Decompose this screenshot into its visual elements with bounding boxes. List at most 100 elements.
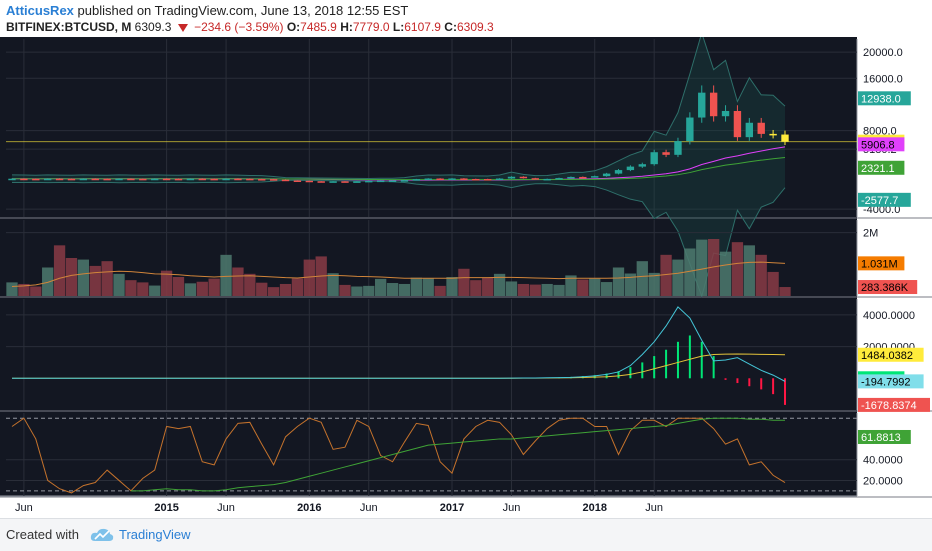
volume-bar xyxy=(149,286,160,296)
high-value: 7779.0 xyxy=(353,20,390,34)
macd-histogram-bar xyxy=(653,356,655,378)
candle-body xyxy=(139,179,146,181)
candle-body xyxy=(294,180,301,182)
candle-body xyxy=(377,181,384,183)
volume-bar xyxy=(637,261,648,296)
volume-bar xyxy=(244,274,255,296)
x-tick-label: Jun xyxy=(503,502,521,514)
candle-body xyxy=(567,177,574,179)
candle-body xyxy=(698,93,705,118)
candle-body xyxy=(413,179,420,181)
macd-histogram-bar xyxy=(629,367,631,378)
volume-bar xyxy=(446,277,457,296)
volume-bar xyxy=(90,266,101,296)
candle-body xyxy=(175,179,182,181)
volume-bar xyxy=(696,240,707,296)
y-tick-label: 20000.0 xyxy=(863,47,903,59)
volume-bar xyxy=(470,280,481,296)
candle-body xyxy=(532,178,539,180)
high-label: H: xyxy=(340,20,353,34)
open-value: 7485.9 xyxy=(300,20,337,34)
candle-body xyxy=(68,179,75,181)
y-tick-label: 20.0000 xyxy=(863,475,903,487)
x-tick-label: Jun xyxy=(15,502,33,514)
x-tick-label: 2018 xyxy=(582,502,606,514)
candle-body xyxy=(318,181,325,183)
candle-body xyxy=(543,179,550,181)
candle-body xyxy=(187,179,194,181)
volume-bar xyxy=(506,281,517,296)
created-with-text: Created with xyxy=(6,527,79,542)
volume-bar xyxy=(577,280,588,296)
value-badge-label: 61.8813 xyxy=(861,432,901,444)
candle-body xyxy=(650,152,657,164)
candle-body xyxy=(591,176,598,178)
volume-bar xyxy=(399,284,410,296)
chart-header: AtticusRex published on TradingView.com,… xyxy=(6,3,408,18)
candle-body xyxy=(448,178,455,180)
macd-histogram-bar xyxy=(736,378,738,383)
volume-bar xyxy=(209,279,220,296)
macd-histogram-bar xyxy=(772,378,774,394)
low-value: 6107.9 xyxy=(404,20,441,34)
volume-bar xyxy=(542,284,553,296)
volume-bar xyxy=(42,268,53,297)
low-label: L: xyxy=(393,20,404,34)
volume-bar xyxy=(720,252,731,296)
published-text: published on TradingView.com, June 13, 2… xyxy=(78,3,409,18)
macd-histogram-bar xyxy=(784,378,786,405)
macd-histogram-bar xyxy=(760,378,762,389)
author-link[interactable]: AtticusRex xyxy=(6,3,74,18)
candle-body xyxy=(222,179,229,181)
symbol-row: BITFINEX:BTCUSD, M 6309.3 −234.6 (−3.59%… xyxy=(6,20,494,34)
volume-bar xyxy=(589,279,600,296)
value-badge-label: 12938.0 xyxy=(861,93,901,105)
trading-chart[interactable]: 20000.016000.08000.05180.2-4000.012938.0… xyxy=(0,37,932,518)
volume-bar xyxy=(137,282,148,296)
value-badge-label: 2321.1 xyxy=(861,163,895,175)
candle-body xyxy=(163,179,170,181)
candle-body xyxy=(246,179,253,181)
candle-body xyxy=(662,152,669,155)
symbol-label: BITFINEX:BTCUSD, M xyxy=(6,20,131,34)
volume-bar xyxy=(423,278,434,296)
footer: Created with TradingView xyxy=(0,518,932,551)
volume-bar xyxy=(518,284,529,296)
volume-bar xyxy=(101,261,112,296)
candle-body xyxy=(496,179,503,181)
volume-bar xyxy=(779,287,790,296)
volume-bar xyxy=(434,286,445,296)
x-tick-label: Jun xyxy=(645,502,663,514)
value-badge-label: 1484.0382 xyxy=(861,350,913,362)
candle-body xyxy=(32,179,39,181)
candle-body xyxy=(56,179,63,181)
price-change: −234.6 (−3.59%) xyxy=(194,20,283,34)
candle-body xyxy=(365,181,372,183)
value-badge-label: 5906.8 xyxy=(861,139,895,151)
candle-body xyxy=(151,179,158,181)
candle-body xyxy=(210,179,217,181)
candle-body xyxy=(758,123,765,134)
candle-body xyxy=(234,179,241,181)
macd-histogram-bar xyxy=(748,378,750,386)
close-value: 6309.3 xyxy=(457,20,494,34)
volume-bar xyxy=(54,245,65,296)
volume-bar xyxy=(292,278,303,296)
volume-bar xyxy=(553,285,564,296)
volume-bar xyxy=(744,245,755,296)
candle-body xyxy=(710,93,717,117)
volume-bar xyxy=(756,255,767,296)
volume-bar xyxy=(125,280,136,296)
candle-body xyxy=(627,167,634,170)
volume-bar xyxy=(268,287,279,296)
volume-bar xyxy=(30,287,41,297)
volume-bar xyxy=(280,284,291,296)
macd-histogram-bar xyxy=(677,342,679,378)
tradingview-link[interactable]: TradingView xyxy=(119,527,191,542)
candle-body xyxy=(734,111,741,137)
candle-body xyxy=(258,179,265,181)
volume-bar xyxy=(113,274,124,296)
volume-bar xyxy=(387,283,398,296)
candle-body xyxy=(746,123,753,137)
volume-bar xyxy=(660,255,671,296)
